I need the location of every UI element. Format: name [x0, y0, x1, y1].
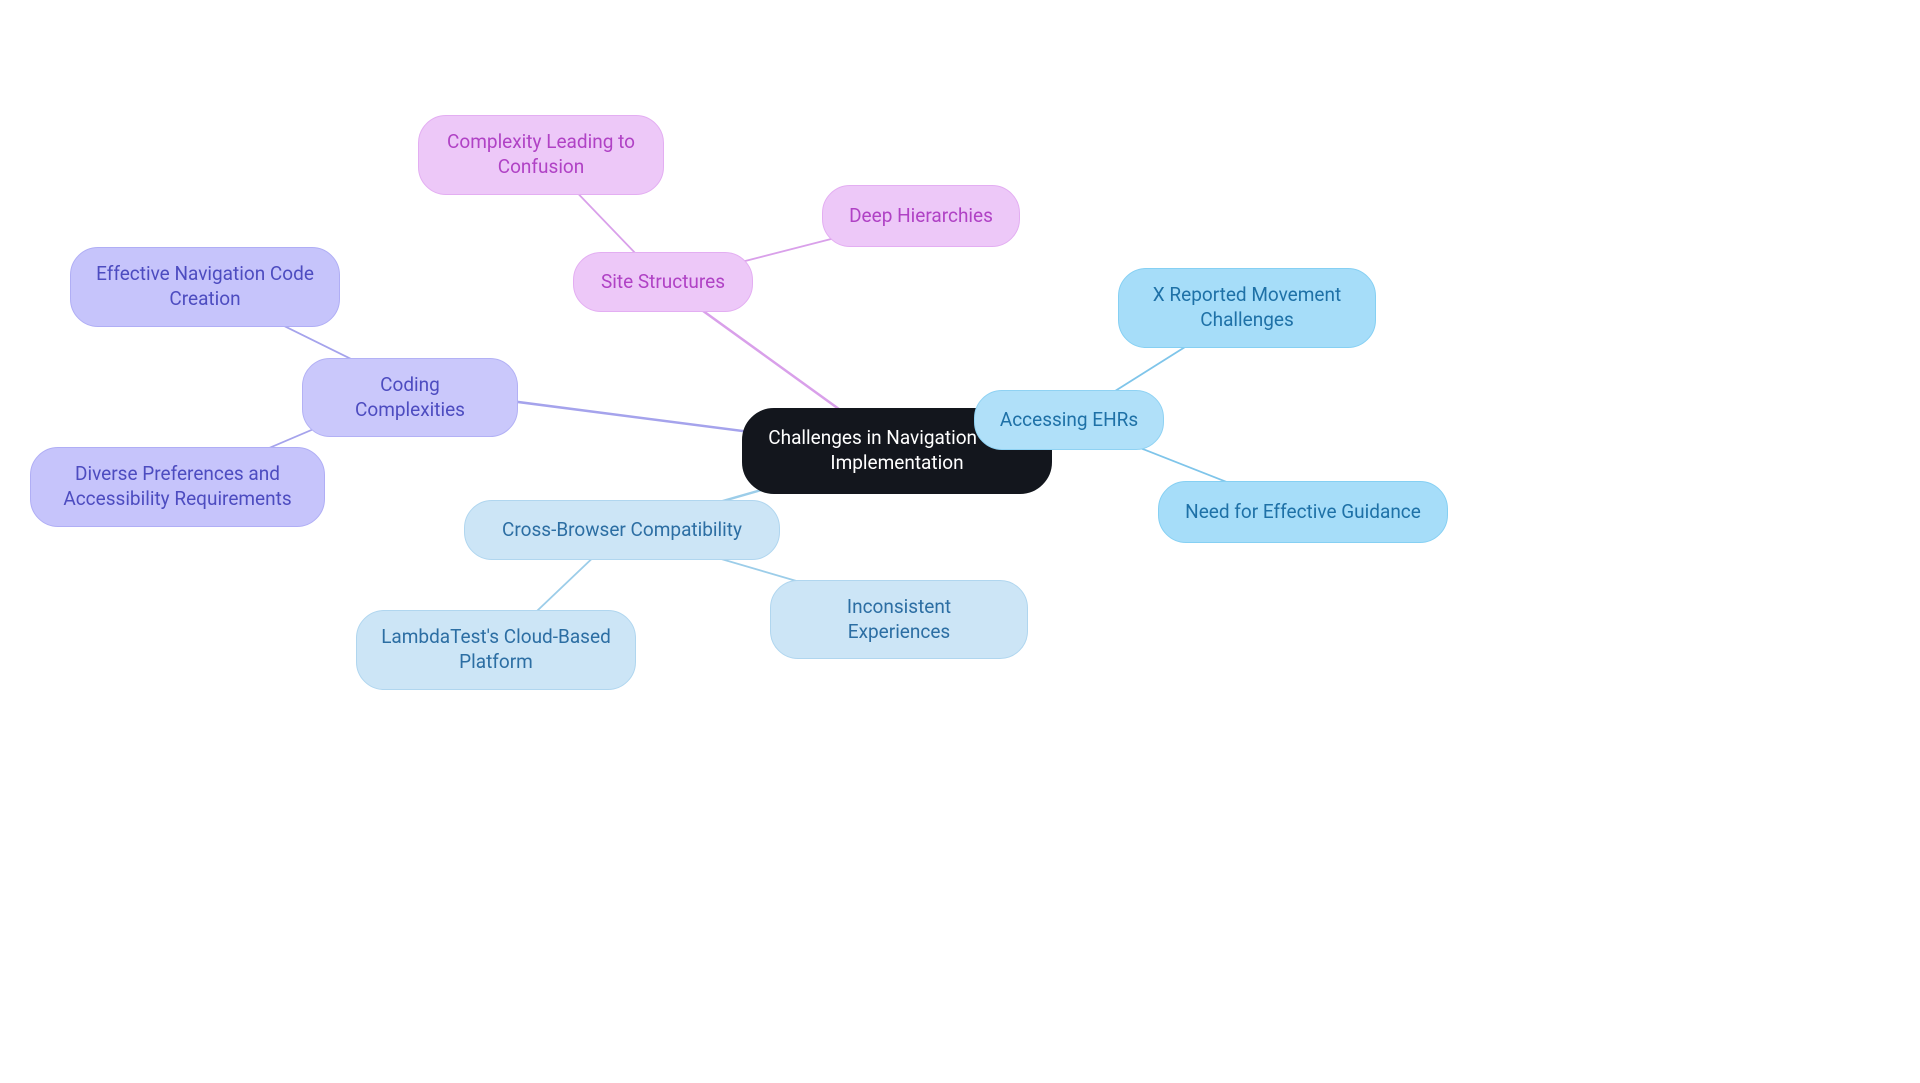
leaf-cross-inconsistent-label: Inconsistent Experiences [795, 595, 1003, 644]
branch-coding-label: Coding Complexities [327, 373, 493, 422]
edge-layer [0, 0, 1920, 1083]
branch-site: Site Structures [573, 252, 753, 312]
leaf-site-deep-label: Deep Hierarchies [849, 204, 993, 229]
leaf-site-deep: Deep Hierarchies [822, 185, 1020, 247]
branch-ehr: Accessing EHRs [974, 390, 1164, 450]
leaf-coding-diverse: Diverse Preferences and Accessibility Re… [30, 447, 325, 527]
leaf-cross-inconsistent: Inconsistent Experiences [770, 580, 1028, 659]
leaf-coding-diverse-label: Diverse Preferences and Accessibility Re… [55, 462, 300, 511]
leaf-ehr-need-label: Need for Effective Guidance [1185, 500, 1421, 525]
leaf-ehr-need: Need for Effective Guidance [1158, 481, 1448, 543]
leaf-ehr-reported: X Reported Movement Challenges [1118, 268, 1376, 348]
leaf-site-complexity-label: Complexity Leading to Confusion [443, 130, 639, 179]
leaf-coding-nav: Effective Navigation Code Creation [70, 247, 340, 327]
leaf-coding-nav-label: Effective Navigation Code Creation [95, 262, 315, 311]
branch-coding: Coding Complexities [302, 358, 518, 437]
branch-site-label: Site Structures [601, 270, 725, 295]
branch-ehr-label: Accessing EHRs [1000, 408, 1138, 433]
leaf-ehr-reported-label: X Reported Movement Challenges [1143, 283, 1351, 332]
leaf-cross-lambda-label: LambdaTest's Cloud-Based Platform [381, 625, 611, 674]
branch-cross: Cross-Browser Compatibility [464, 500, 780, 560]
leaf-site-complexity: Complexity Leading to Confusion [418, 115, 664, 195]
leaf-cross-lambda: LambdaTest's Cloud-Based Platform [356, 610, 636, 690]
branch-cross-label: Cross-Browser Compatibility [502, 518, 742, 543]
